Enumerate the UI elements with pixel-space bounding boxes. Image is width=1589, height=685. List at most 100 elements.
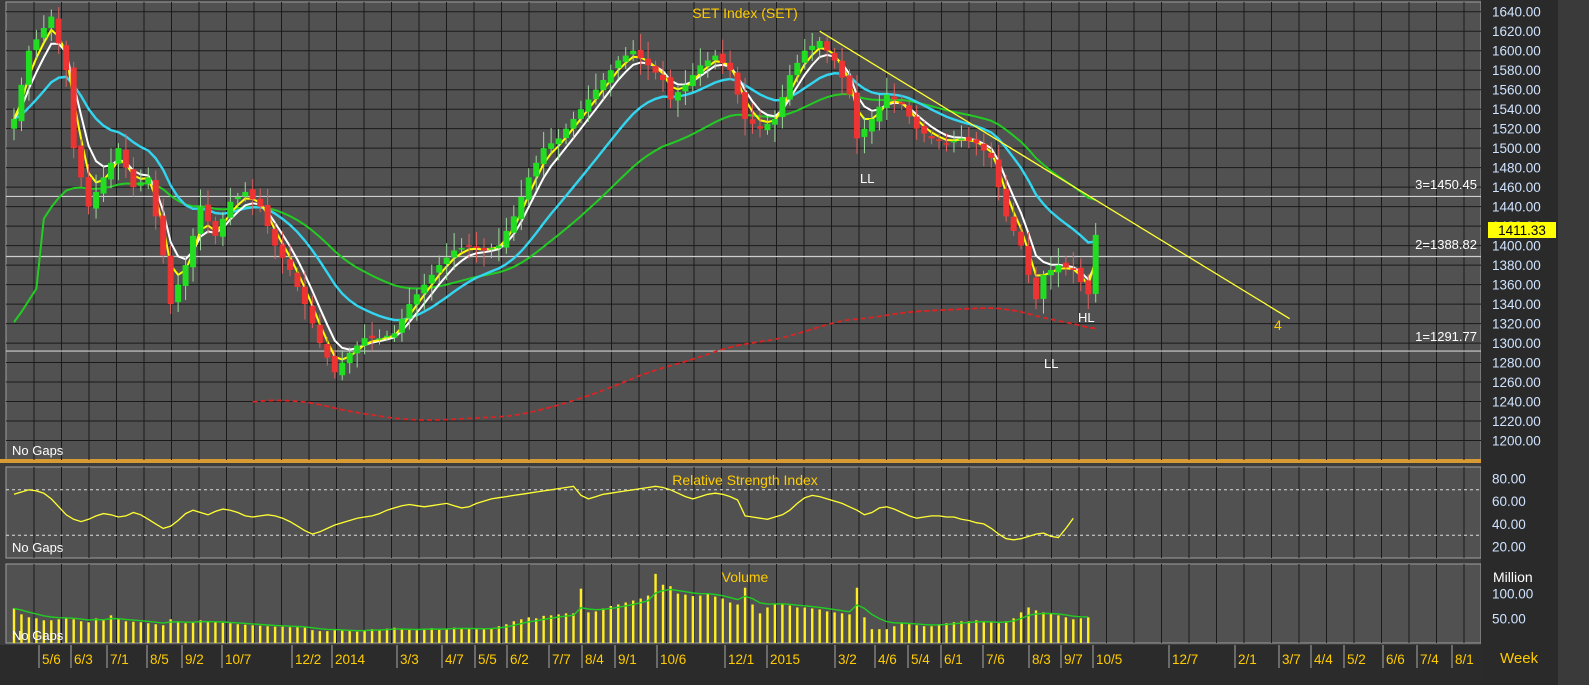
x-axis-tick-label: 5/4 bbox=[911, 652, 930, 667]
candle-body bbox=[354, 345, 361, 354]
x-axis-tick-label: 3/3 bbox=[400, 652, 419, 667]
level-3-label: 3=1450.45 bbox=[1415, 177, 1477, 192]
volume-bar bbox=[490, 628, 493, 643]
candle-body bbox=[175, 284, 182, 303]
candle-body bbox=[816, 40, 823, 49]
candle-body bbox=[764, 123, 771, 131]
volume-bar bbox=[341, 630, 344, 643]
volume-bar bbox=[221, 622, 225, 643]
volume-bar bbox=[676, 593, 680, 643]
candle-body bbox=[824, 41, 831, 51]
candle-body bbox=[495, 245, 502, 249]
x-axis-background bbox=[0, 645, 1481, 685]
x-axis-tick-label: 12/2 bbox=[295, 652, 321, 667]
volume-bar bbox=[594, 611, 598, 643]
annotation-hl: HL bbox=[1078, 310, 1095, 325]
candle-body bbox=[18, 84, 25, 122]
volume-bar bbox=[870, 629, 874, 643]
volume-bar bbox=[35, 618, 38, 643]
candle-body bbox=[1047, 269, 1054, 276]
candle-body bbox=[212, 220, 219, 236]
price-y-tick-label: 1380.00 bbox=[1492, 258, 1541, 273]
volume-bar bbox=[990, 622, 993, 643]
candle-body bbox=[637, 49, 644, 59]
volume-bar bbox=[109, 615, 113, 643]
candle-body bbox=[600, 79, 607, 91]
candle-body bbox=[883, 94, 890, 108]
rsi-panel-title: Relative Strength Index bbox=[672, 472, 818, 488]
candle-body bbox=[973, 139, 980, 144]
level-1-label: 1=1291.77 bbox=[1415, 329, 1477, 344]
candle-body bbox=[1070, 268, 1077, 270]
candle-body bbox=[413, 294, 420, 305]
volume-bar bbox=[855, 587, 859, 643]
volume-bar bbox=[781, 603, 784, 643]
price-y-tick-label: 1480.00 bbox=[1492, 161, 1541, 176]
volume-bar bbox=[803, 607, 806, 643]
candle-body bbox=[458, 248, 465, 250]
candle-body bbox=[480, 248, 487, 251]
x-axis-tick-label: 3/2 bbox=[838, 652, 857, 667]
volume-bar bbox=[639, 598, 642, 643]
volume-bar bbox=[348, 631, 351, 643]
volume-moving-average-line bbox=[13, 588, 1089, 632]
last-price-label: 1411.33 bbox=[1498, 223, 1546, 238]
candle-body bbox=[78, 145, 85, 178]
volume-bar bbox=[438, 629, 441, 643]
candle-body bbox=[33, 39, 40, 51]
x-axis-tick-label: 10/5 bbox=[1096, 652, 1122, 667]
volume-panel-title: Volume bbox=[722, 569, 769, 585]
volume-bar bbox=[691, 596, 695, 643]
candle-body bbox=[145, 177, 152, 184]
candle-body bbox=[197, 206, 204, 234]
candle-body bbox=[794, 62, 801, 76]
candle-body bbox=[1033, 277, 1040, 300]
price-y-tick-label: 1620.00 bbox=[1492, 24, 1541, 39]
candle-body bbox=[1055, 265, 1062, 273]
x-axis-tick-label: 4/7 bbox=[445, 652, 464, 667]
volume-bar bbox=[333, 630, 336, 643]
price-y-tick-label: 1240.00 bbox=[1492, 395, 1541, 410]
price-y-tick-label: 1200.00 bbox=[1492, 434, 1541, 449]
x-axis-tick-label: 8/4 bbox=[585, 652, 604, 667]
candle-body bbox=[130, 169, 137, 188]
volume-bar bbox=[736, 604, 739, 643]
candle-body bbox=[339, 362, 346, 376]
candle-body bbox=[943, 143, 950, 145]
volume-bar bbox=[788, 605, 792, 643]
candle-body bbox=[234, 196, 241, 200]
price-panel-no-gaps-label: No Gaps bbox=[12, 443, 64, 458]
candle-body bbox=[25, 50, 32, 85]
volume-bar bbox=[296, 627, 299, 643]
volume-bar bbox=[535, 618, 538, 643]
x-axis-tick-label: 2015 bbox=[770, 652, 800, 667]
candle-body bbox=[525, 177, 532, 200]
volume-bar bbox=[385, 628, 389, 643]
volume-bar bbox=[139, 622, 143, 643]
volume-bar bbox=[1004, 621, 1008, 643]
price-y-tick-label: 1300.00 bbox=[1492, 336, 1541, 351]
candle-body bbox=[1025, 245, 1032, 275]
candle-body bbox=[152, 180, 159, 217]
volume-bar bbox=[244, 624, 247, 643]
price-y-tick-label: 1520.00 bbox=[1492, 122, 1541, 137]
candle-body bbox=[719, 53, 726, 63]
candle-body bbox=[309, 306, 316, 324]
volume-bar bbox=[796, 607, 799, 643]
volume-bar bbox=[94, 618, 98, 643]
volume-bar bbox=[273, 626, 277, 643]
x-axis-tick-label: 2014 bbox=[335, 652, 366, 667]
x-axis-tick-label: 6/6 bbox=[1386, 652, 1405, 667]
volume-bar bbox=[766, 607, 769, 643]
volume-bar bbox=[355, 631, 359, 643]
x-axis-tick-label: 2/1 bbox=[1238, 652, 1257, 667]
candle-body bbox=[287, 259, 294, 270]
volume-panel-no-gaps-label: No Gaps bbox=[12, 628, 64, 643]
candle-body bbox=[182, 265, 189, 286]
panel-divider bbox=[0, 459, 1589, 463]
candle-body bbox=[93, 192, 100, 209]
candle-body bbox=[742, 92, 749, 119]
volume-bar bbox=[1019, 612, 1023, 643]
candle-body bbox=[734, 72, 741, 95]
